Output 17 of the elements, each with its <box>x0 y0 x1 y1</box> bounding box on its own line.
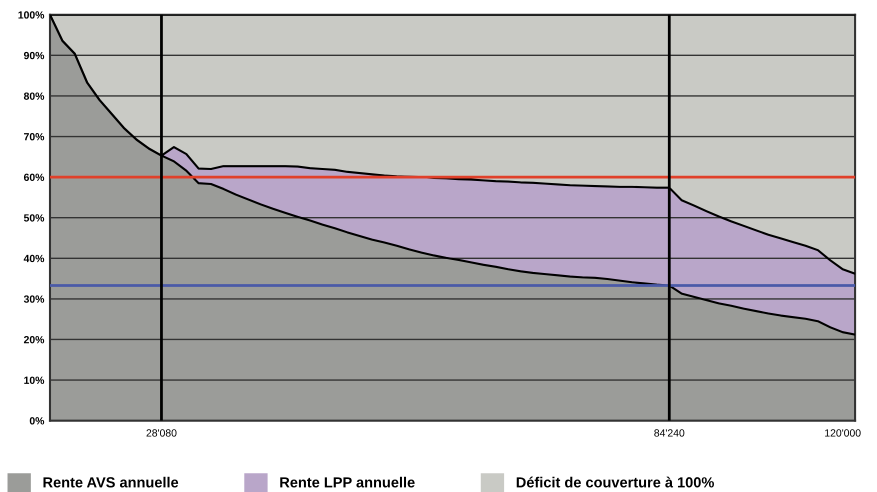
y-tick-label: 40% <box>24 254 44 262</box>
y-tick-label: 70% <box>24 133 44 140</box>
y-tick-label: 100% <box>18 11 44 19</box>
y-tick-label: 30% <box>24 295 44 303</box>
legend-label: Rente LPP annuelle <box>280 476 415 488</box>
y-tick-label: 60% <box>24 174 44 181</box>
x-tick-label: 84'240 <box>654 429 684 437</box>
x-tick-label: 120'000 <box>825 429 861 437</box>
legend-label: Rente AVS annuelle <box>43 476 178 488</box>
y-tick-label: 0% <box>30 417 44 425</box>
y-tick-label: 20% <box>24 336 44 344</box>
y-tick-label: 50% <box>24 214 44 222</box>
y-tick-label: 80% <box>24 92 44 100</box>
x-tick-label: 28'080 <box>146 429 177 437</box>
y-tick-label: 90% <box>24 52 44 60</box>
legend-label: Déficit de couverture à 100% <box>516 476 714 488</box>
y-tick-label: 10% <box>24 376 44 384</box>
